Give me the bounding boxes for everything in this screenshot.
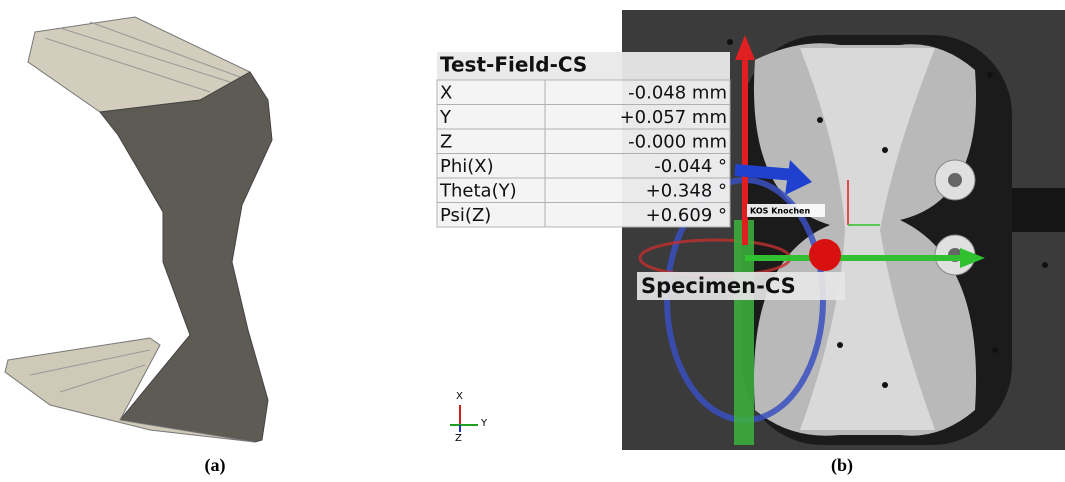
- row-label: Z: [440, 131, 452, 152]
- row-label: Psi(Z): [440, 205, 491, 226]
- axis-y-label: Y: [480, 418, 488, 429]
- local-cs-label: KOS Knochen: [750, 207, 810, 216]
- caption: (a): [205, 455, 226, 476]
- table-title: Test-Field-CS: [440, 53, 587, 77]
- cad-model: [5, 17, 272, 442]
- axis-x-label: X: [456, 391, 463, 402]
- row-label: Theta(Y): [439, 180, 517, 201]
- transform-table: Test-Field-CS X -0.048 mm Y +0.057 mm Z -0.00…: [437, 52, 730, 227]
- row-value: +0.348 °: [646, 180, 727, 201]
- row-label: X: [440, 82, 452, 103]
- row-value: -0.000 mm: [628, 131, 727, 152]
- axis-triad: X Y Z: [450, 391, 488, 444]
- row-value: +0.609 °: [646, 205, 727, 226]
- row-label: Phi(X): [440, 156, 494, 177]
- figure-canvas: KOS Knochen Specimen-CS Test-Field-CS X -…: [0, 0, 1065, 482]
- row-value: +0.057 mm: [620, 107, 727, 128]
- row-label: Y: [439, 107, 452, 128]
- specimen-cs-label: Specimen-CS: [641, 274, 796, 298]
- row-value: -0.048 mm: [628, 82, 727, 103]
- caption: (b): [831, 455, 853, 476]
- row-value: -0.044 °: [654, 156, 727, 177]
- figure: KOS Knochen Specimen-CS Test-Field-CS X -…: [0, 0, 1065, 482]
- axis-z-label: Z: [455, 433, 462, 444]
